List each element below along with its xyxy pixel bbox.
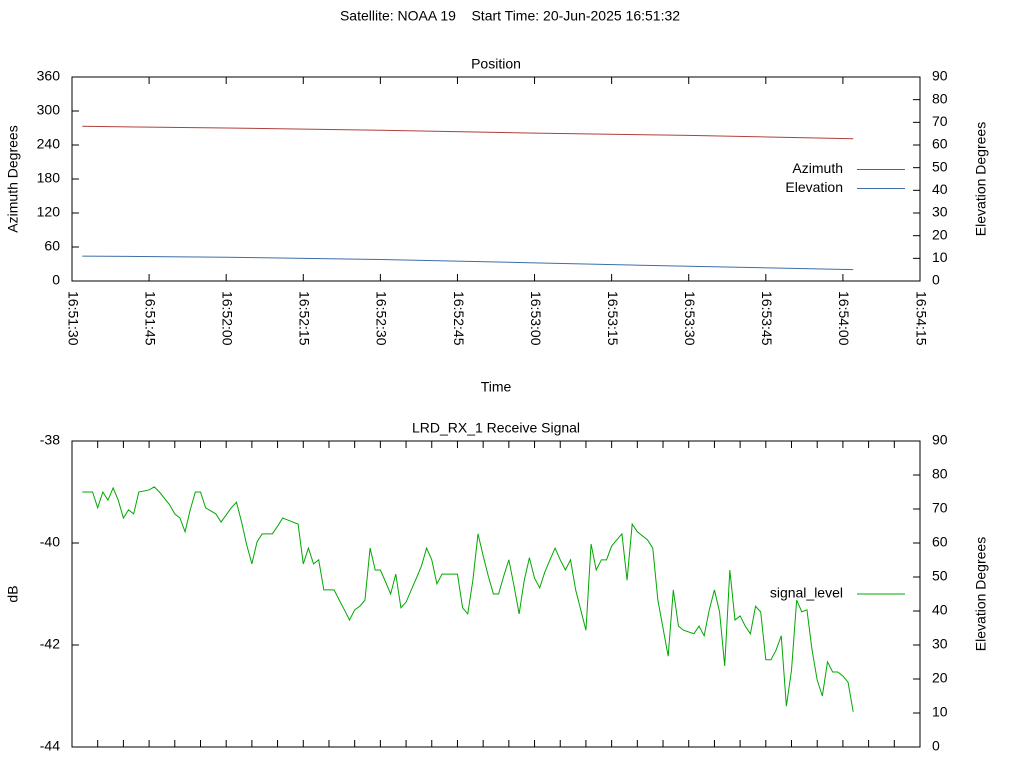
y-tick-label: 240: [37, 136, 61, 152]
x-tick-label: 16:54:15: [913, 291, 929, 346]
y2-tick-label: 20: [932, 670, 948, 686]
x-tick-label: 16:53:00: [528, 291, 544, 346]
y-tick-label: -40: [40, 534, 60, 550]
y2-tick-label: 60: [932, 534, 948, 550]
y2-tick-label: 50: [932, 158, 948, 174]
y-tick-label: 60: [44, 238, 60, 254]
y2-tick-label: 50: [932, 568, 948, 584]
y-tick-label: -44: [40, 738, 60, 754]
y-tick-label: 180: [37, 170, 61, 186]
data-line: [82, 255, 854, 271]
x-tick-label: 16:53:15: [605, 291, 621, 346]
x-tick-label: 16:52:00: [219, 291, 235, 346]
x-tick-label: 16:54:00: [836, 291, 852, 346]
y2-tick-label: 20: [932, 226, 948, 242]
y-tick-label: 360: [37, 68, 61, 84]
data-line: [82, 125, 854, 140]
x-axis-label: Time: [481, 379, 512, 395]
data-line: [82, 486, 854, 712]
y2-axis-label: Elevation Degrees: [973, 122, 989, 236]
y2-tick-label: 90: [932, 432, 948, 448]
plot-title: LRD_RX_1 Receive Signal: [412, 420, 580, 436]
x-tick-label: 16:53:45: [759, 291, 775, 346]
y-axis-label: Azimuth Degrees: [5, 125, 21, 232]
x-tick-label: 16:53:30: [682, 291, 698, 346]
legend-label: Elevation: [785, 179, 843, 195]
y2-tick-label: 0: [932, 272, 940, 288]
y-tick-label: 0: [52, 272, 60, 288]
y-axis-label: dB: [5, 585, 21, 602]
x-tick-label: 16:52:15: [297, 291, 313, 346]
y2-tick-label: 90: [932, 68, 948, 84]
y2-tick-label: 80: [932, 90, 948, 106]
y2-tick-label: 10: [932, 249, 948, 265]
legend-label: Azimuth: [792, 160, 843, 176]
y2-tick-label: 80: [932, 466, 948, 482]
y-tick-label: 120: [37, 204, 61, 220]
y2-tick-label: 0: [932, 738, 940, 754]
plot-frame: [71, 440, 921, 748]
y2-tick-label: 10: [932, 704, 948, 720]
plot-title: Position: [471, 56, 521, 72]
y2-tick-label: 60: [932, 136, 948, 152]
y2-tick-label: 40: [932, 602, 948, 618]
x-tick-label: 16:52:30: [374, 291, 390, 346]
x-tick-label: 16:51:30: [65, 291, 81, 346]
y2-axis-label: Elevation Degrees: [973, 537, 989, 651]
y2-tick-label: 30: [932, 636, 948, 652]
legend-label: signal_level: [770, 585, 843, 601]
y2-tick-label: 70: [932, 113, 948, 129]
y2-tick-label: 30: [932, 204, 948, 220]
y2-tick-label: 40: [932, 181, 948, 197]
figure-title: Satellite: NOAA 19 Start Time: 20-Jun-20…: [340, 8, 680, 24]
y-tick-label: -38: [40, 432, 60, 448]
y-tick-label: -42: [40, 636, 60, 652]
y2-tick-label: 70: [932, 500, 948, 516]
x-tick-label: 16:51:45: [142, 291, 158, 346]
y-tick-label: 300: [37, 102, 61, 118]
x-tick-label: 16:52:45: [451, 291, 467, 346]
